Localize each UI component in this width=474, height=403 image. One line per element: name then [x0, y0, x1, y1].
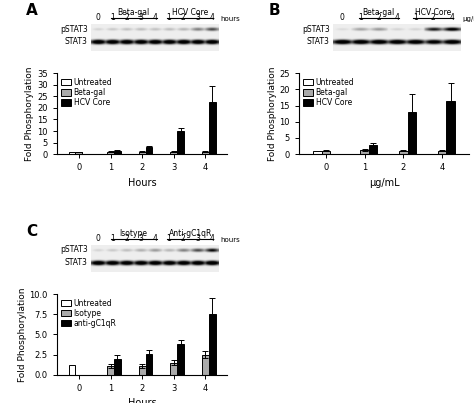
- Text: 1: 1: [358, 13, 363, 22]
- Bar: [69, 152, 75, 154]
- Bar: [447, 101, 455, 154]
- Text: Isotype: Isotype: [119, 229, 147, 238]
- Text: 4: 4: [209, 234, 214, 243]
- Bar: [138, 152, 146, 154]
- Text: 0: 0: [340, 13, 345, 22]
- Text: 4: 4: [394, 13, 399, 22]
- Bar: [209, 314, 216, 375]
- X-axis label: Hours: Hours: [128, 399, 156, 403]
- Text: B: B: [268, 3, 280, 18]
- Text: 0: 0: [96, 13, 100, 22]
- Bar: [399, 151, 408, 154]
- Text: pSTAT3: pSTAT3: [60, 245, 88, 254]
- Text: Anti-gC1qR: Anti-gC1qR: [169, 229, 212, 238]
- Text: 2: 2: [181, 234, 186, 243]
- Text: STAT3: STAT3: [64, 37, 88, 46]
- Bar: [170, 363, 177, 375]
- Text: 2: 2: [124, 13, 129, 22]
- X-axis label: μg/mL: μg/mL: [369, 178, 400, 188]
- Bar: [114, 151, 121, 154]
- Text: pSTAT3: pSTAT3: [302, 25, 329, 34]
- Text: 1: 1: [110, 13, 115, 22]
- Legend: Untreated, Beta-gal, HCV Core: Untreated, Beta-gal, HCV Core: [59, 76, 115, 110]
- Bar: [114, 359, 121, 375]
- Text: HCV Core: HCV Core: [172, 8, 209, 17]
- Text: 2: 2: [181, 13, 186, 22]
- Bar: [138, 366, 146, 375]
- Text: Beta-gal: Beta-gal: [363, 8, 395, 17]
- Text: 4: 4: [153, 13, 157, 22]
- Bar: [313, 151, 322, 154]
- Text: pSTAT3: pSTAT3: [60, 25, 88, 34]
- Legend: Untreated, Isotype, anti-gC1qR: Untreated, Isotype, anti-gC1qR: [59, 296, 119, 330]
- X-axis label: Hours: Hours: [128, 178, 156, 188]
- Bar: [107, 366, 114, 375]
- Bar: [146, 147, 153, 154]
- Text: 3: 3: [195, 234, 200, 243]
- Text: A: A: [26, 3, 38, 18]
- Text: 1: 1: [413, 13, 418, 22]
- Bar: [170, 152, 177, 154]
- Bar: [177, 131, 184, 154]
- Text: 1: 1: [110, 234, 115, 243]
- Text: C: C: [26, 224, 37, 239]
- Text: Beta-gal: Beta-gal: [118, 8, 150, 17]
- Bar: [146, 354, 153, 375]
- Bar: [177, 344, 184, 375]
- Bar: [107, 152, 114, 154]
- Text: 2: 2: [431, 13, 436, 22]
- Y-axis label: Fold Phosphorylation: Fold Phosphorylation: [267, 66, 276, 161]
- Bar: [369, 145, 377, 154]
- Text: 2: 2: [124, 234, 129, 243]
- Bar: [438, 151, 447, 154]
- Bar: [209, 102, 216, 154]
- Text: STAT3: STAT3: [64, 258, 88, 267]
- Text: 4: 4: [449, 13, 454, 22]
- Y-axis label: Fold Phosphorylation: Fold Phosphorylation: [26, 66, 35, 161]
- Text: HCV Core: HCV Core: [415, 8, 451, 17]
- Text: 1: 1: [167, 13, 172, 22]
- Bar: [322, 151, 330, 154]
- Bar: [408, 112, 416, 154]
- Text: 4: 4: [153, 234, 157, 243]
- Text: 3: 3: [138, 234, 143, 243]
- Text: hours: hours: [220, 17, 240, 22]
- Text: 2: 2: [376, 13, 381, 22]
- Legend: Untreated, Beta-gal, HCV Core: Untreated, Beta-gal, HCV Core: [301, 76, 356, 110]
- Y-axis label: Fold Phosphorylation: Fold Phosphorylation: [18, 287, 27, 382]
- Text: 0: 0: [96, 234, 100, 243]
- Text: 3: 3: [195, 13, 200, 22]
- Bar: [202, 152, 209, 154]
- Bar: [360, 150, 369, 154]
- Text: hours: hours: [220, 237, 240, 243]
- Text: 1: 1: [167, 234, 172, 243]
- Text: 3: 3: [138, 13, 143, 22]
- Text: μg/mL: μg/mL: [463, 17, 474, 22]
- Text: 4: 4: [209, 13, 214, 22]
- Text: STAT3: STAT3: [307, 37, 329, 46]
- Bar: [202, 355, 209, 375]
- Bar: [75, 152, 82, 154]
- Bar: [69, 365, 75, 375]
